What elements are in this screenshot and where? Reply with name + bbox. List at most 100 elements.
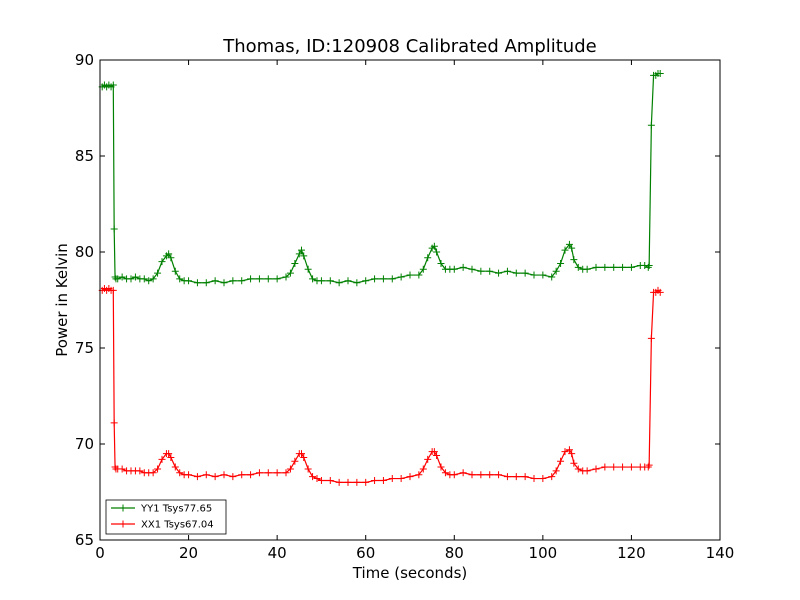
data-point [557, 457, 565, 465]
data-point [574, 465, 582, 473]
data-point [548, 273, 556, 281]
data-point [136, 467, 144, 475]
data-point [424, 455, 432, 463]
data-point [291, 260, 299, 268]
legend-entry: XX1 Tsys67.04 [111, 520, 214, 531]
data-point [430, 448, 438, 456]
data-point [583, 467, 591, 475]
data-point [530, 271, 538, 279]
data-point [298, 450, 305, 458]
data-point [388, 275, 396, 283]
data-point [171, 267, 179, 275]
data-point [176, 469, 184, 477]
data-point [574, 263, 582, 271]
data-point [406, 473, 414, 481]
data-point [317, 277, 325, 285]
data-point [158, 258, 166, 266]
data-point [362, 478, 370, 486]
data-point [371, 275, 379, 283]
data-point [561, 246, 569, 254]
data-point [247, 275, 255, 283]
data-point [110, 225, 118, 233]
data-point [419, 465, 427, 473]
data-point [568, 244, 576, 252]
data-point [512, 269, 520, 277]
x-tick-label: 20 [179, 544, 198, 562]
data-point [300, 252, 308, 260]
data-point [344, 277, 352, 285]
data-point [379, 476, 387, 484]
data-point [295, 250, 303, 258]
data-point [353, 478, 361, 486]
data-point [419, 265, 427, 273]
data-point [450, 471, 458, 479]
data-point [450, 265, 458, 273]
data-point [601, 463, 609, 471]
data-point [255, 469, 263, 477]
data-point [486, 267, 494, 275]
data-point [601, 263, 609, 271]
x-tick-label: 140 [706, 544, 735, 562]
data-point [282, 469, 290, 477]
data-point [118, 273, 126, 281]
legend-label: XX1 Tsys67.04 [141, 520, 214, 531]
data-point [619, 463, 627, 471]
y-tick-label: 90 [75, 51, 94, 69]
data-point [503, 473, 511, 481]
data-point [557, 260, 565, 268]
data-point [592, 465, 600, 473]
data-point [468, 471, 476, 479]
data-point [202, 471, 210, 479]
data-point [477, 471, 485, 479]
data-point [158, 455, 166, 463]
data-point [610, 463, 618, 471]
data-point [570, 256, 578, 264]
data-point [459, 469, 467, 477]
data-point [627, 463, 635, 471]
data-point [379, 275, 387, 283]
data-point [309, 275, 317, 283]
legend-marker [119, 504, 127, 512]
data-point [335, 478, 343, 486]
data-point [167, 453, 175, 461]
data-point [154, 269, 162, 277]
data-point [388, 475, 396, 483]
x-tick-label: 120 [617, 544, 646, 562]
data-point [565, 240, 573, 248]
data-point [185, 471, 193, 479]
data-point [433, 248, 441, 256]
data-point [264, 275, 272, 283]
data-point [167, 254, 175, 262]
data-point [397, 475, 405, 483]
data-point [220, 279, 228, 287]
data-point [647, 334, 655, 342]
data-point [273, 469, 281, 477]
y-tick-label: 65 [75, 531, 94, 549]
data-point [193, 473, 201, 481]
data-point [459, 263, 467, 271]
x-tick-label: 0 [95, 544, 105, 562]
data-point [495, 471, 503, 479]
data-point [539, 475, 547, 483]
data-point [548, 473, 556, 481]
data-point [229, 277, 237, 285]
data-point [610, 263, 618, 271]
data-point [371, 476, 379, 484]
data-point [477, 267, 485, 275]
data-point [415, 271, 423, 279]
data-point [619, 263, 627, 271]
data-point [552, 267, 560, 275]
data-point [304, 465, 312, 473]
data-point [149, 469, 157, 477]
data-point [238, 277, 246, 285]
y-tick-label: 70 [75, 435, 94, 453]
data-point [430, 242, 438, 250]
data-point [424, 254, 432, 262]
series-2 [98, 284, 664, 486]
data-point [437, 463, 445, 471]
data-point [565, 446, 573, 454]
x-tick-label: 60 [356, 544, 375, 562]
data-point [326, 476, 334, 484]
data-point [433, 452, 441, 460]
